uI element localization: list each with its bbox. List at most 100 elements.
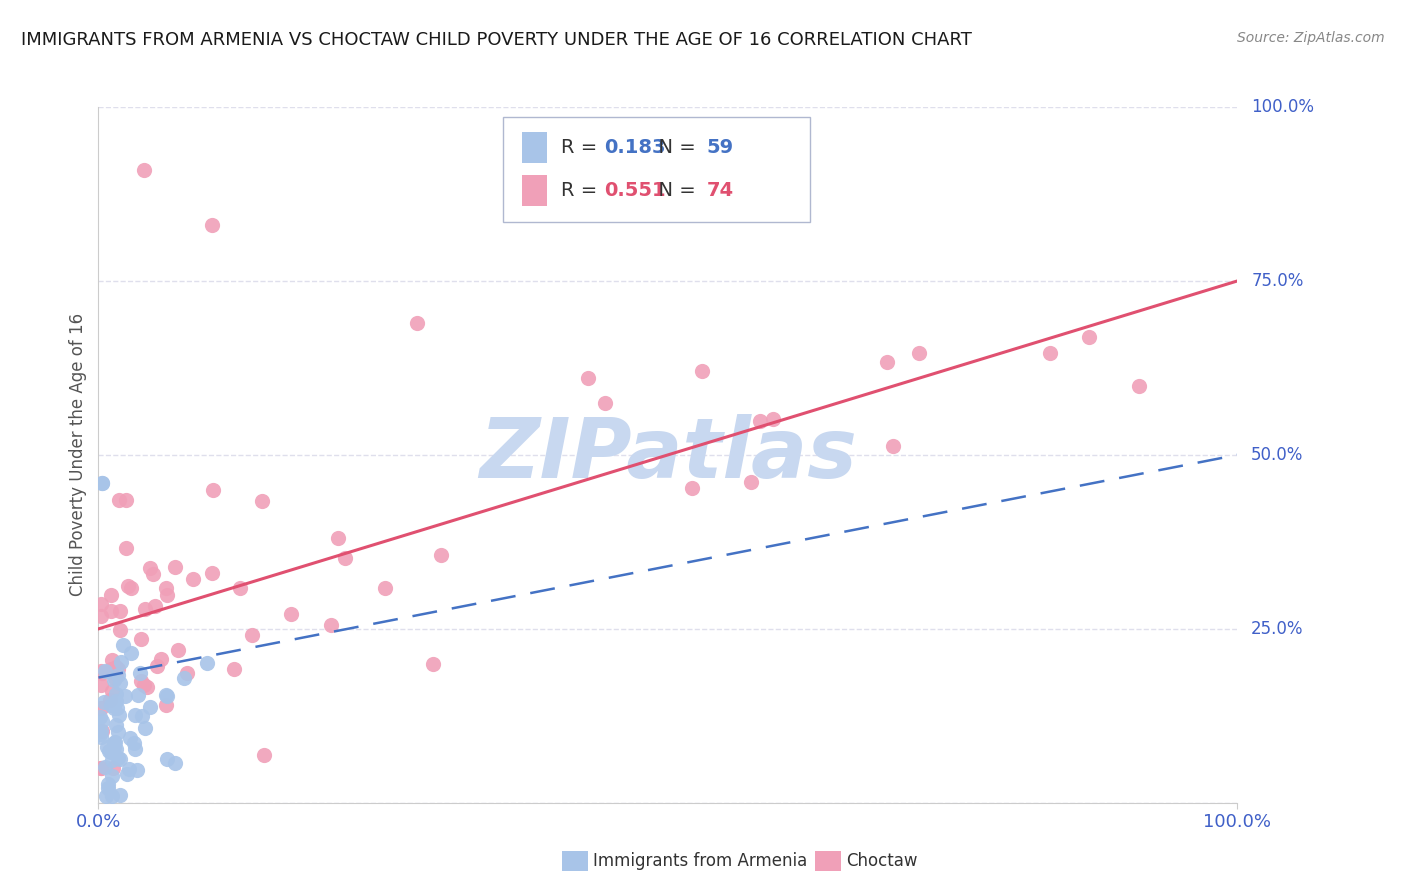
Point: [120, 646, 142, 660]
Point: [108, 707, 131, 722]
Point: [100, 753, 122, 767]
Point: [100, 789, 122, 803]
Point: [90, 475, 112, 490]
Point: [90, 598, 112, 612]
Point: [155, 688, 177, 702]
Point: [229, 581, 252, 595]
Point: [132, 162, 155, 177]
Point: [91, 724, 114, 739]
Point: [876, 355, 898, 369]
Point: [762, 412, 785, 426]
Point: [104, 667, 127, 681]
Point: [100, 603, 122, 617]
Text: 0.183: 0.183: [605, 138, 665, 157]
Point: [406, 316, 429, 330]
Point: [108, 675, 131, 690]
Point: [108, 604, 131, 618]
Point: [90, 730, 112, 744]
Point: [149, 651, 172, 665]
Point: [114, 690, 136, 704]
Point: [104, 687, 127, 701]
Point: [430, 548, 453, 562]
Point: [201, 483, 224, 497]
Point: [333, 550, 356, 565]
Text: 75.0%: 75.0%: [1251, 272, 1303, 290]
Point: [97, 780, 120, 795]
Point: [593, 396, 616, 410]
Point: [253, 748, 276, 763]
Point: [120, 581, 142, 595]
Point: [319, 618, 342, 632]
Y-axis label: Child Poverty Under the Age of 16: Child Poverty Under the Age of 16: [69, 313, 87, 597]
Point: [125, 763, 148, 777]
Point: [101, 769, 124, 783]
Point: [105, 660, 128, 674]
Point: [136, 680, 159, 694]
Text: 25.0%: 25.0%: [1251, 620, 1303, 638]
Point: [740, 475, 762, 489]
Point: [122, 736, 145, 750]
Point: [681, 481, 703, 495]
Point: [139, 700, 162, 714]
Point: [89, 710, 111, 724]
Point: [195, 656, 218, 670]
Point: [90, 723, 112, 738]
Point: [118, 762, 141, 776]
Point: [131, 708, 153, 723]
Point: [222, 662, 245, 676]
Point: [132, 678, 155, 692]
Point: [156, 588, 179, 602]
Point: [163, 560, 186, 574]
Point: [139, 561, 162, 575]
Point: [576, 371, 599, 385]
Point: [96, 739, 118, 754]
Point: [882, 439, 904, 453]
Point: [90, 761, 112, 775]
Point: [181, 572, 204, 586]
Text: R =: R =: [561, 181, 603, 200]
Point: [129, 673, 152, 688]
Point: [104, 742, 127, 756]
Text: 59: 59: [707, 138, 734, 157]
Point: [94, 760, 117, 774]
Text: 74: 74: [707, 181, 734, 200]
Point: [110, 789, 132, 803]
Point: [98, 744, 121, 758]
Point: [100, 684, 122, 698]
Point: [1039, 346, 1062, 360]
Point: [103, 673, 125, 687]
Point: [90, 701, 112, 715]
Text: ZIPatlas: ZIPatlas: [479, 415, 856, 495]
Point: [142, 566, 165, 581]
Point: [115, 767, 138, 781]
Point: [90, 678, 112, 692]
Point: [166, 642, 188, 657]
Point: [90, 664, 112, 678]
Point: [89, 727, 111, 741]
Point: [749, 414, 772, 428]
FancyBboxPatch shape: [503, 118, 810, 222]
Point: [690, 364, 713, 378]
FancyBboxPatch shape: [522, 175, 547, 206]
Point: [104, 735, 127, 749]
Point: [124, 742, 146, 756]
Text: 0.551: 0.551: [605, 181, 665, 200]
Point: [374, 581, 396, 595]
Point: [252, 493, 274, 508]
Point: [124, 708, 146, 723]
Point: [201, 566, 224, 581]
Point: [1078, 329, 1101, 343]
Point: [104, 717, 127, 731]
Point: [90, 475, 112, 490]
Text: Immigrants from Armenia: Immigrants from Armenia: [593, 852, 807, 870]
FancyBboxPatch shape: [522, 132, 547, 163]
Point: [115, 541, 138, 555]
Point: [107, 751, 129, 765]
Point: [129, 665, 152, 680]
Point: [115, 493, 138, 508]
Point: [90, 609, 112, 624]
Point: [163, 756, 186, 770]
Point: [156, 689, 179, 703]
Point: [108, 623, 131, 637]
Point: [94, 664, 117, 678]
